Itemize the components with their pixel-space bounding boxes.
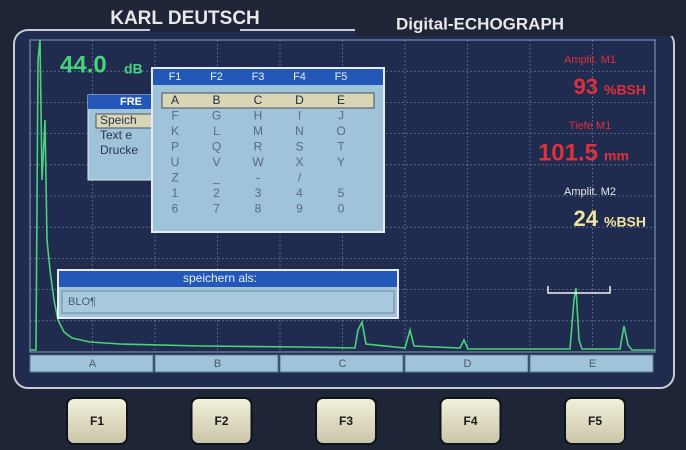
hardware-button-label[interactable]: F4 (463, 414, 477, 428)
charmap-key[interactable]: S (295, 140, 303, 154)
charmap-key[interactable]: O (336, 124, 345, 138)
softkey-label: D (464, 358, 472, 370)
charmap-key[interactable]: M (253, 124, 263, 138)
charmap-key[interactable]: 9 (296, 202, 303, 216)
charmap-header: F2 (210, 71, 223, 83)
reading-unit: %BSH (604, 214, 646, 230)
brand: KARL DEUTSCH (110, 8, 260, 29)
charmap-key[interactable]: G (212, 109, 221, 123)
charmap-key[interactable]: X (295, 155, 303, 169)
reading-value: 93 (574, 74, 598, 99)
menu-item[interactable]: Drucke (100, 143, 138, 157)
charmap-header-bar (153, 69, 383, 85)
charmap-key[interactable]: _ (212, 171, 220, 185)
charmap-key[interactable]: Z (171, 171, 178, 185)
charmap-header: F3 (252, 71, 265, 83)
softkeys: A B C D E (30, 355, 653, 372)
charmap-key[interactable]: 5 (338, 186, 345, 200)
charmap-key[interactable]: C (254, 93, 263, 107)
charmap-key[interactable]: N (295, 124, 304, 138)
softkey-label: C (339, 358, 347, 370)
device: KARL DEUTSCH Digital-ECHOGRAPH 44.0 dB A… (0, 0, 686, 450)
charmap-key[interactable]: - (256, 171, 260, 185)
reading-value: 24 (574, 206, 599, 231)
hardware-button-label[interactable]: F3 (339, 414, 353, 428)
menu-item[interactable]: Speich (100, 113, 137, 127)
charmap-key[interactable]: V (212, 155, 220, 169)
reading-unit: mm (604, 148, 629, 164)
page: {"header": {"brand": "KARL DEUTSCH", "pr… (0, 0, 686, 450)
reading-label: Amplit. M2 (564, 186, 616, 198)
hardware-button-label[interactable]: F5 (588, 414, 602, 428)
reading-label: Amplit. M1 (564, 54, 616, 66)
charmap-key[interactable]: 6 (172, 202, 179, 216)
charmap-key[interactable]: 4 (296, 186, 303, 200)
charmap-key[interactable]: J (338, 109, 344, 123)
charmap-header: F4 (293, 71, 306, 83)
product: Digital-ECHOGRAPH (396, 14, 564, 33)
charmap-key[interactable]: A (171, 93, 179, 107)
charmap-header: F5 (335, 71, 348, 83)
charmap-key[interactable]: Y (337, 155, 345, 169)
gain-unit: dB (124, 61, 143, 77)
softkey-label: A (89, 358, 97, 370)
hardware-button-label[interactable]: F1 (90, 414, 104, 428)
reading-label: Tiefe M1 (569, 120, 611, 132)
charmap-key[interactable]: 3 (255, 186, 262, 200)
charmap-key[interactable]: K (171, 124, 179, 138)
charmap-key[interactable]: L (213, 124, 220, 138)
charmap: F1F2F3F4F5ABCDEFGHIJKLMNOPQRSTUVWXYZ_-/1… (152, 68, 384, 232)
charmap-key[interactable]: R (254, 140, 263, 154)
charmap-key[interactable]: 1 (172, 186, 179, 200)
save-dialog: speichern als: BLO¶ (58, 270, 398, 318)
charmap-key[interactable]: H (254, 109, 263, 123)
charmap-key[interactable]: T (337, 140, 345, 154)
dialog-title: speichern als: (183, 271, 257, 285)
charmap-key[interactable]: 7 (213, 202, 220, 216)
reading-value: 101.5 (538, 139, 598, 166)
dialog-input-box[interactable] (62, 291, 394, 313)
menu-item[interactable]: Text e (100, 128, 132, 142)
charmap-key[interactable]: B (212, 93, 220, 107)
charmap-key[interactable]: I (298, 109, 301, 123)
charmap-key[interactable]: E (337, 93, 345, 107)
reading-unit: %BSH (604, 82, 646, 98)
charmap-key[interactable]: 8 (255, 202, 262, 216)
charmap-key[interactable]: F (171, 109, 178, 123)
charmap-key[interactable]: P (171, 140, 179, 154)
charmap-key[interactable]: W (252, 155, 264, 169)
charmap-key[interactable]: Q (212, 140, 221, 154)
softkey-label: E (589, 358, 596, 370)
charmap-key[interactable]: 0 (338, 202, 345, 216)
charmap-header: F1 (169, 71, 182, 83)
gain-value: 44.0 (60, 51, 107, 78)
dialog-input[interactable]: BLO¶ (68, 296, 96, 308)
charmap-key[interactable]: U (171, 155, 180, 169)
charmap-key[interactable]: D (295, 93, 304, 107)
softkey-label: B (214, 358, 221, 370)
charmap-key[interactable]: 2 (213, 186, 220, 200)
hardware-button-label[interactable]: F2 (214, 414, 228, 428)
menu-title: FRE (120, 96, 142, 108)
